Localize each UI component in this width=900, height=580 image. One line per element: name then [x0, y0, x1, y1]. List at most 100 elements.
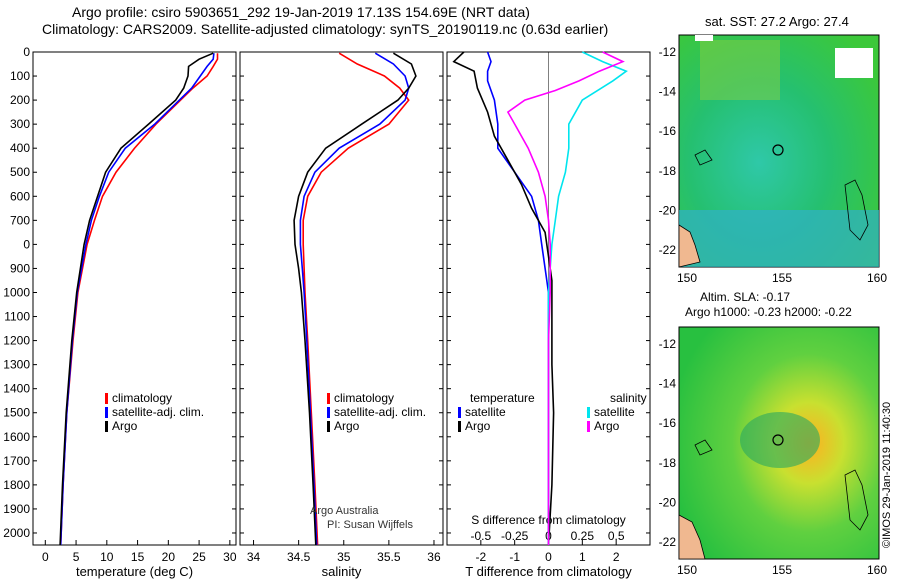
figure-title-line1: Argo profile: csiro 5903651_292 19-Jan-2… [72, 4, 530, 20]
sst-map-title: sat. SST: 27.2 Argo: 27.4 [705, 14, 849, 29]
y-tick-label: 1200 [3, 334, 30, 348]
x-tick-label: 35.5 [377, 550, 401, 564]
map-lat-label: -22 [659, 535, 677, 549]
diff-sal-legend-label: Argo [594, 419, 620, 433]
x-tick-label: 10 [100, 550, 114, 564]
map-lat-label: -22 [659, 243, 677, 257]
y-tick-label: 1500 [3, 406, 30, 420]
diff-temp-legend-swatch [458, 407, 461, 418]
x-tick-label: 0 [42, 550, 49, 564]
y-tick-label: 2000 [3, 526, 30, 540]
x-tick-label: 20 [162, 550, 176, 564]
series-line-t-satellite [486, 51, 550, 545]
top-tick-label: 0.5 [608, 529, 625, 543]
diff-temp-legend-swatch [458, 421, 461, 432]
x-tick-label: -2 [475, 550, 486, 564]
temperature-legend-swatch [105, 393, 108, 404]
y-tick-label: 200 [10, 93, 30, 107]
temperature-legend-label: satellite-adj. clim. [112, 405, 204, 419]
diff-sal-legend-swatch [587, 407, 590, 418]
x-tick-label: 5 [73, 550, 80, 564]
map-lat-label: -20 [659, 495, 677, 509]
map-lat-label: -12 [659, 45, 677, 59]
y-tick-label: 1900 [3, 502, 30, 516]
map-lon-label: 160 [867, 563, 887, 577]
credit-pi: PI: Susan Wijffels [327, 519, 413, 531]
series-line-argo [293, 52, 417, 546]
map-lon-label: 150 [677, 563, 697, 577]
panel-1: 0100200300400500600700090010001100120013… [3, 45, 237, 579]
y-tick-label: 300 [10, 117, 30, 131]
map-lat-label: -20 [659, 203, 677, 217]
map-lat-label: -18 [659, 456, 677, 470]
diff-sal-legend-label: satellite [594, 405, 635, 419]
credit-argo-australia: Argo Australia [310, 505, 379, 517]
y-tick-label: 700 [10, 213, 30, 227]
salinity-legend-swatch [327, 407, 330, 418]
panel-3: -2 -1 0 1 2T difference from climatology -0.5… [446, 51, 651, 579]
y-tick-label: 1800 [3, 478, 30, 492]
x-tick-label: 2 [613, 550, 620, 564]
y-tick-label: 100 [10, 69, 30, 83]
x-tick-label: 34.5 [287, 550, 311, 564]
x-tick-label: 35 [337, 550, 351, 564]
salinity-legend-label: Argo [334, 419, 360, 433]
y-tick-label: 1700 [3, 454, 30, 468]
credit-imos: ©IMOS 29-Jan-2019 11:40:30 [881, 401, 893, 548]
x-tick-label: 36 [427, 550, 441, 564]
x-tick-label: 15 [131, 550, 145, 564]
y-tick-label: 0 [23, 237, 30, 251]
x-tick-label: 25 [192, 550, 206, 564]
y-tick-label: 400 [10, 141, 30, 155]
diff-legend-title-temperature: temperature [470, 391, 535, 405]
series-line-argo [59, 52, 214, 546]
y-tick-label: 0 [23, 45, 30, 59]
temperature-legend-swatch [105, 407, 108, 418]
x-axis-label: T difference from climatology [465, 564, 632, 579]
x-axis-label: temperature (deg C) [76, 564, 193, 579]
y-tick-label: 900 [10, 261, 30, 275]
salinity-legend-label: climatology [334, 391, 394, 405]
temperature-legend-swatch [105, 421, 108, 432]
temperature-legend-label: Argo [112, 419, 138, 433]
series-line-climatology [302, 52, 410, 546]
diff-temp-legend-label: satellite [465, 405, 506, 419]
figure-title-line2: Climatology: CARS2009. Satellite-adjuste… [42, 21, 609, 37]
series-line-s-satellite [547, 51, 628, 545]
series-line-t-argo [452, 51, 555, 546]
map-lat-label: -14 [659, 85, 677, 99]
top-tick-label: 0.25 [571, 529, 595, 543]
map-lon-label: 160 [867, 271, 887, 285]
diff-legend-title-salinity: salinity [610, 391, 647, 405]
series-line-satellite-adj-clim- [299, 52, 410, 546]
x-axis-label: salinity [322, 564, 362, 579]
diff-sal-legend-swatch [587, 421, 590, 432]
map-lon-label: 150 [677, 271, 697, 285]
y-tick-label: 1100 [4, 310, 30, 324]
diff-temp-legend-label: Argo [465, 419, 491, 433]
map-lat-label: -14 [659, 377, 677, 391]
salinity-legend-swatch [327, 393, 330, 404]
x-tick-label: 0 [545, 550, 552, 564]
map-lat-label: -18 [659, 164, 677, 178]
series-line-s-argo [506, 51, 625, 545]
x-tick-label: 1 [579, 550, 586, 564]
x-tick-label: 30 [223, 550, 237, 564]
x-tick-label: -1 [509, 550, 520, 564]
sla-map-title2: Argo h1000: -0.23 h2000: -0.22 [685, 305, 852, 319]
sla-map-title1: Altim. SLA: -0.17 [700, 290, 791, 304]
series-line-climatology [59, 53, 219, 546]
top-tick-label: -0.25 [501, 529, 529, 543]
map-lat-label: -16 [659, 416, 677, 430]
y-tick-label: 600 [10, 189, 30, 203]
y-tick-label: 500 [10, 165, 30, 179]
y-tick-label: 1000 [3, 285, 30, 299]
x-tick-label: 34 [247, 550, 261, 564]
panel-frame [239, 51, 444, 546]
map-lon-label: 155 [772, 563, 792, 577]
salinity-legend-swatch [327, 421, 330, 432]
temperature-legend-label: climatology [112, 391, 172, 405]
panel-2: 34 34.5 35 35.5 36 salinity [239, 51, 444, 579]
